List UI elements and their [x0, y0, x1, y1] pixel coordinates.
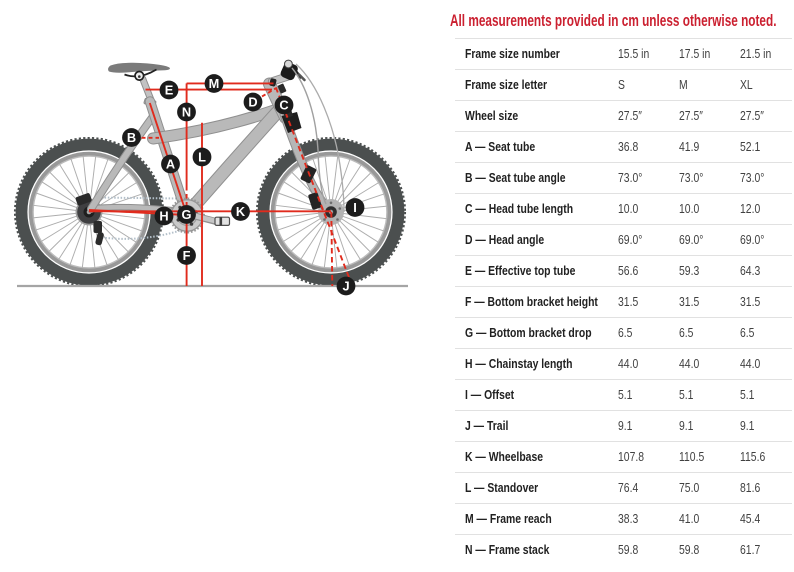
svg-text:F: F [183, 248, 191, 263]
svg-text:L: L [198, 149, 206, 164]
svg-text:G: G [182, 207, 192, 222]
svg-text:H: H [159, 208, 168, 223]
svg-text:E: E [165, 82, 174, 97]
svg-text:D: D [248, 94, 257, 109]
svg-text:I: I [353, 200, 357, 215]
svg-text:C: C [279, 97, 288, 112]
svg-text:N: N [182, 104, 191, 119]
svg-text:J: J [342, 278, 349, 293]
svg-text:K: K [236, 204, 246, 219]
svg-text:A: A [166, 156, 175, 171]
svg-text:B: B [127, 130, 136, 145]
svg-text:M: M [209, 76, 220, 91]
